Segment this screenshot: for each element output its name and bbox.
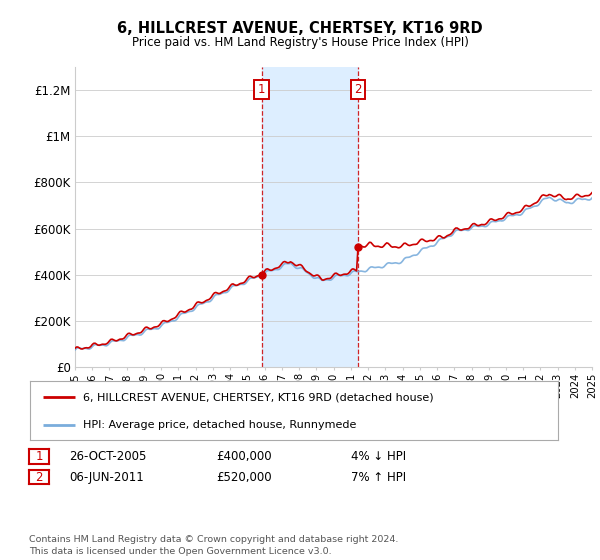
Text: HPI: Average price, detached house, Runnymede: HPI: Average price, detached house, Runn…	[83, 421, 356, 431]
Text: £400,000: £400,000	[216, 450, 272, 463]
Text: 7% ↑ HPI: 7% ↑ HPI	[351, 470, 406, 484]
Text: 2: 2	[35, 470, 43, 484]
Text: £520,000: £520,000	[216, 470, 272, 484]
Text: Price paid vs. HM Land Registry's House Price Index (HPI): Price paid vs. HM Land Registry's House …	[131, 36, 469, 49]
Text: 4% ↓ HPI: 4% ↓ HPI	[351, 450, 406, 463]
Text: 06-JUN-2011: 06-JUN-2011	[69, 470, 144, 484]
Bar	[262, 67, 358, 367]
Text: 6, HILLCREST AVENUE, CHERTSEY, KT16 9RD: 6, HILLCREST AVENUE, CHERTSEY, KT16 9RD	[117, 21, 483, 36]
Text: 26-OCT-2005: 26-OCT-2005	[69, 450, 146, 463]
Text: 1: 1	[35, 450, 43, 463]
Text: 2: 2	[355, 83, 362, 96]
Text: Contains HM Land Registry data © Crown copyright and database right 2024.
This d: Contains HM Land Registry data © Crown c…	[29, 535, 398, 556]
Text: 6, HILLCREST AVENUE, CHERTSEY, KT16 9RD (detached house): 6, HILLCREST AVENUE, CHERTSEY, KT16 9RD …	[83, 393, 433, 403]
Text: 1: 1	[258, 83, 265, 96]
